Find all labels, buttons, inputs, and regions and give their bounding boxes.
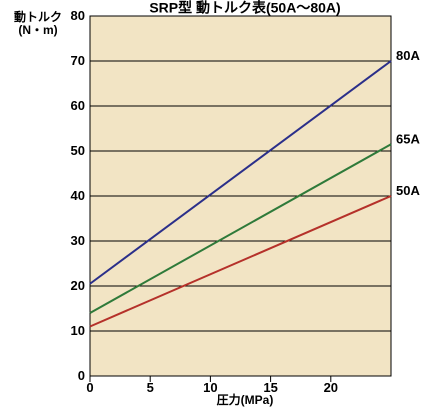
y-tick-label-60: 60 <box>71 98 85 113</box>
x-axis-label: 圧力(MPa) <box>217 392 274 407</box>
y-axis-label-line2: (N・m) <box>18 23 57 37</box>
y-tick-label-10: 10 <box>71 323 85 338</box>
y-tick-label-50: 50 <box>71 143 85 158</box>
x-axis-ticks: 0 5 10 15 20 <box>86 376 338 395</box>
x-tick-label-5: 5 <box>147 380 154 395</box>
y-tick-label-20: 20 <box>71 278 85 293</box>
x-tick-label-15: 15 <box>263 380 277 395</box>
series-line-65A <box>89 143 392 314</box>
x-tick-label-20: 20 <box>324 380 338 395</box>
series-line-80A <box>89 60 392 285</box>
y-tick-label-0: 0 <box>78 368 85 383</box>
series-label-65A: 65A <box>396 131 420 146</box>
series-group: 80A 65A 50A <box>89 48 420 328</box>
series-line-50A <box>89 195 392 328</box>
y-tick-label-40: 40 <box>71 188 85 203</box>
chart-title: SRP型 動トルク表(50A〜80A) <box>149 0 340 15</box>
x-tick-label-0: 0 <box>86 380 93 395</box>
y-axis-ticks: 0 10 20 30 40 50 60 70 80 <box>71 8 85 383</box>
y-tick-label-80: 80 <box>71 8 85 23</box>
y-tick-label-70: 70 <box>71 53 85 68</box>
y-tick-label-30: 30 <box>71 233 85 248</box>
series-label-50A: 50A <box>396 183 420 198</box>
x-tick-label-10: 10 <box>203 380 217 395</box>
series-label-80A: 80A <box>396 48 420 63</box>
y-axis-label-line1: 動トルク <box>14 9 62 24</box>
